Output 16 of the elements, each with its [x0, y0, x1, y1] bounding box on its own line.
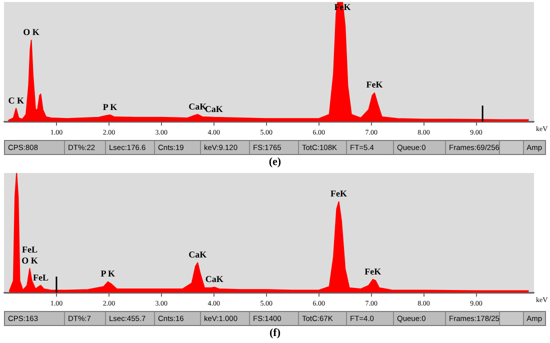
annotation: P K	[102, 102, 118, 112]
annotation: P K	[100, 268, 116, 279]
annotation: O K	[22, 256, 38, 266]
annotation: CaK	[188, 101, 207, 112]
text: (e)	[268, 155, 282, 169]
annotation: CaK	[205, 274, 224, 284]
text: (f)	[268, 326, 282, 340]
annotation: FeK	[330, 188, 348, 199]
annotation: FeL	[22, 244, 38, 255]
annotation: O K	[23, 27, 40, 38]
annotation: C K	[8, 95, 24, 106]
annotation: CaK	[188, 250, 207, 260]
annotation: FeK	[364, 266, 382, 276]
annotation: CaK	[204, 104, 223, 114]
annotation: FeL	[32, 272, 48, 282]
annotation: FeK	[366, 80, 383, 90]
